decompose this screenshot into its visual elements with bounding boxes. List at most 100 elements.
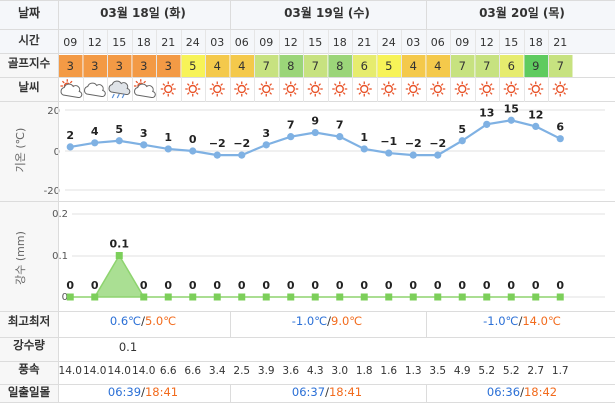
date-day1: 03월 18일 (화) <box>100 5 186 20</box>
temp-ytick-20: 20 <box>47 106 60 117</box>
sunrise-day3: 06:36 <box>487 385 520 399</box>
golf-index-cell <box>500 55 524 77</box>
precipitation-point <box>483 293 491 301</box>
wind-speed-cell: 4.9 <box>454 365 471 377</box>
wind-speed-cell: 3.5 <box>429 365 446 377</box>
temperature-label: −1 <box>380 135 397 148</box>
sunrise-day1: 06:39 <box>108 385 141 399</box>
golf-index-cell <box>108 55 132 77</box>
temperature-label: 5 <box>115 123 123 136</box>
precipitation-label: 0 <box>140 279 148 292</box>
sun-icon <box>160 81 176 97</box>
min-temp-day3: -1.0℃ <box>483 314 518 328</box>
golf-index-cell <box>328 55 352 77</box>
golf-index-value: 3 <box>140 59 147 73</box>
precipitation-label: 0 <box>311 279 319 292</box>
temperature-point <box>189 147 197 155</box>
temperature-label: −2 <box>405 137 422 150</box>
golf-index-value: 9 <box>532 59 539 73</box>
precipitation-area <box>70 254 561 298</box>
rain-cloud-icon <box>108 80 131 99</box>
wind-speed-cell: 1.7 <box>552 365 569 377</box>
golf-index-value: 3 <box>67 59 74 73</box>
precipitation-point <box>434 293 442 301</box>
precipitation-label: 0 <box>66 279 74 292</box>
sun-sep: / <box>520 385 524 399</box>
golf-index-cell <box>279 55 303 77</box>
minmax-row-label: 최고최저 <box>8 314 50 328</box>
max-temp-day2: 9.0℃ <box>331 314 362 328</box>
wind-row-label: 풍속 <box>18 362 40 376</box>
precipitation-point <box>556 293 564 301</box>
precipitation-label: 0 <box>483 279 491 292</box>
precipitation-point <box>287 293 295 301</box>
wind-speed-cell: 1.8 <box>356 365 373 377</box>
temperature-point <box>336 133 344 141</box>
golf-index-cell <box>549 55 573 77</box>
precipitation-point <box>360 293 368 301</box>
time-cell: 18 <box>137 36 151 49</box>
golf-index-cell <box>475 55 499 77</box>
temperature-label: 12 <box>528 108 543 121</box>
partly-cloudy-icon <box>60 79 83 99</box>
golf-index-value: 5 <box>189 59 196 73</box>
time-cell: 15 <box>504 36 518 49</box>
temperature-label: 7 <box>336 119 344 132</box>
time-cell: 24 <box>186 36 200 49</box>
wind-speed-cell: 3.0 <box>331 365 348 377</box>
golf-index-cell <box>426 55 450 77</box>
sunrise-sunset-label: 일출일몰 <box>8 385 51 399</box>
precipitation-label: 0 <box>360 279 368 292</box>
temperature-chart: 2 4 5 3 1 0 −2 −2 3 7 9 7 1 −1 −2 −2 5 13 15 12 6 <box>66 102 564 159</box>
precipitation-label: 0 <box>262 279 270 292</box>
golf-index-value: 4 <box>410 59 417 73</box>
golf-index-value: 7 <box>263 59 270 73</box>
temperature-label: 0 <box>189 133 197 146</box>
precipitation-point <box>336 293 344 301</box>
golf-index-value: 3 <box>116 59 123 73</box>
temperature-label: 3 <box>262 127 270 140</box>
precipitation-label: 0 <box>189 279 197 292</box>
temperature-point <box>409 151 417 159</box>
precipitation-label: 0 <box>238 279 246 292</box>
sun-icon <box>283 81 299 97</box>
golf-index-value: 5 <box>385 59 392 73</box>
temp-ytick-0: 0 <box>54 147 60 158</box>
temp-axis-label: 기온 (℃) <box>14 128 27 173</box>
weather-icon-row <box>60 79 568 99</box>
temperature-point <box>483 120 491 128</box>
golf-index-value: 6 <box>508 59 515 73</box>
golf-index-value: 8 <box>287 59 294 73</box>
weather-row-label: 날씨 <box>18 80 39 94</box>
golf-index-cell <box>353 55 377 77</box>
golf-index-value: 8 <box>336 59 343 73</box>
sun-icon <box>234 81 250 97</box>
precipitation-label: 0 <box>336 279 344 292</box>
minmax-day1: 0.6℃/5.0℃ <box>110 314 176 328</box>
temperature-point <box>238 151 246 159</box>
precipitation-point <box>164 293 172 301</box>
precipitation-point <box>262 293 270 301</box>
precipitation-point <box>115 252 123 259</box>
golf-index-cell <box>132 55 156 77</box>
sunrise-day2: 06:37 <box>292 385 325 399</box>
precipitation-point <box>238 293 246 301</box>
precipitation-point <box>311 293 319 301</box>
sun-icon <box>381 81 397 97</box>
precipitation-label: 0 <box>91 279 99 292</box>
sun-icon <box>454 81 470 97</box>
wind-speed-cell: 14.0 <box>108 365 131 377</box>
temperature-label: 15 <box>504 102 519 115</box>
golf-index-row: 3 3 3 3 3 5 4 4 7 8 7 8 6 5 4 4 7 7 6 9 7 <box>59 55 573 77</box>
golf-index-cell <box>451 55 475 77</box>
temperature-label: 4 <box>91 125 99 138</box>
time-cell: 09 <box>455 36 469 49</box>
wind-speed-cell: 3.4 <box>209 365 226 377</box>
temperature-point <box>360 145 368 153</box>
temp-ytick-neg20: -20 <box>44 186 60 197</box>
sun-sep: / <box>141 385 145 399</box>
temperature-label: −2 <box>233 137 250 150</box>
rainfall-value: 0.1 <box>119 340 137 354</box>
